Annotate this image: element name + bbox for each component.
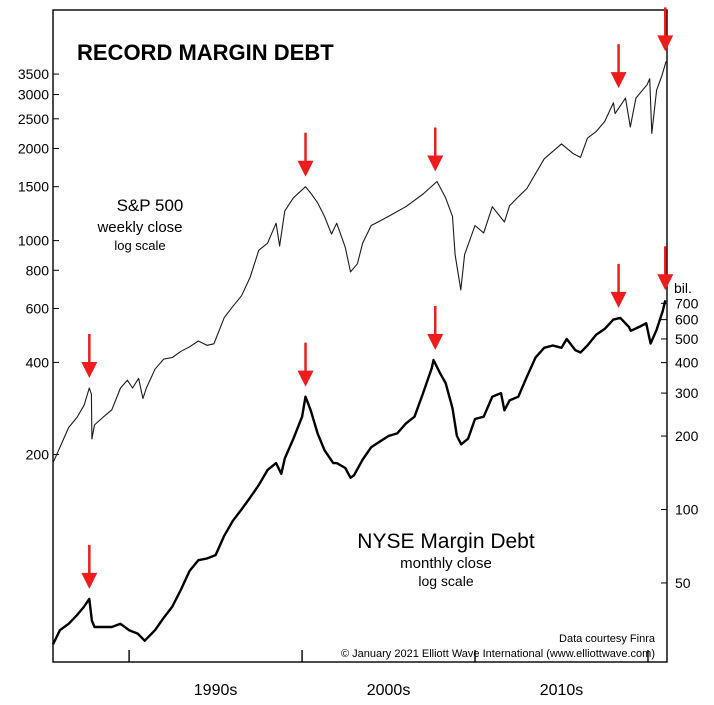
- margin-debt-series-line: [51, 300, 667, 645]
- x-axis: 1990s 2000s 2010s: [128, 650, 649, 699]
- right-axis-tick-label: 200: [675, 428, 699, 444]
- peak-arrow-head: [427, 333, 444, 350]
- left-axis-tick-label: 1000: [18, 233, 49, 249]
- left-axis-tick-label: 200: [26, 447, 50, 463]
- peak-arrow-head: [297, 160, 314, 177]
- right-axis-tick-label: 700: [675, 295, 699, 311]
- peak-arrow-icon: [657, 7, 674, 52]
- right-axis-tick-label: 600: [675, 312, 699, 328]
- right-axis-tick-label: 50: [675, 575, 691, 591]
- left-axis-tick-label: 2500: [18, 111, 49, 127]
- left-axis-tick-label: 400: [26, 354, 50, 370]
- peak-arrow-icon: [610, 263, 627, 308]
- margin-debt-subtitle-1: monthly close: [400, 555, 492, 572]
- right-axis-tick-label: 400: [675, 355, 699, 371]
- right-axis-tick-label: 300: [675, 385, 699, 401]
- x-axis-tick-label: 1990s: [194, 682, 238, 699]
- margin-debt-label: NYSE Margin Debt: [357, 530, 535, 553]
- peak-arrow-head: [81, 572, 98, 589]
- peak-arrow-head: [427, 155, 444, 172]
- left-axis-tick-label: 1500: [18, 179, 49, 195]
- credit-data-source: Data courtesy Finra: [559, 633, 656, 645]
- left-axis-tick-label: 3000: [18, 87, 49, 103]
- peak-arrow-head: [657, 35, 674, 52]
- left-axis-tick-label: 2000: [18, 140, 49, 156]
- right-axis-tick-label: 100: [675, 502, 699, 518]
- margin-debt-subtitle-2: log scale: [418, 573, 473, 589]
- peak-arrow-icon: [427, 305, 444, 350]
- sp500-label: S&P 500: [117, 196, 184, 215]
- x-axis-tick-label: 2010s: [540, 682, 584, 699]
- left-axis: 200 400 600 800 1000 1500 2000 2500 3000 3500: [18, 66, 59, 463]
- x-axis-tick-label: 2000s: [367, 682, 411, 699]
- right-axis-tick-label: 500: [675, 331, 699, 347]
- peak-arrow-icon: [81, 544, 98, 589]
- left-axis-tick-label: 600: [26, 301, 50, 317]
- peak-arrow-icon: [610, 44, 627, 89]
- sp500-subtitle-1: weekly close: [96, 219, 182, 236]
- left-axis-tick-label: 3500: [18, 66, 49, 82]
- peak-arrow-head: [297, 370, 314, 387]
- peak-arrow-icon: [297, 132, 314, 177]
- peak-arrow-head: [610, 72, 627, 89]
- chart-title: RECORD MARGIN DEBT: [77, 40, 334, 65]
- credit-copyright: © January 2021 Elliott Wave Internationa…: [341, 648, 655, 660]
- peak-arrow-icon: [657, 246, 674, 291]
- peak-arrow-icon: [81, 333, 98, 378]
- right-axis-unit: bil.: [674, 280, 692, 296]
- peak-arrow-icon: [427, 127, 444, 172]
- peak-arrow-head: [657, 274, 674, 291]
- peak-arrow-icon: [297, 342, 314, 387]
- peak-arrow-head: [81, 361, 98, 378]
- sp500-subtitle-2: log scale: [114, 238, 165, 253]
- peak-arrows: [81, 7, 674, 589]
- left-axis-tick-label: 800: [26, 262, 50, 278]
- sp500-series-line: [52, 61, 667, 464]
- peak-arrow-head: [610, 291, 627, 308]
- plot-frame: [52, 9, 668, 663]
